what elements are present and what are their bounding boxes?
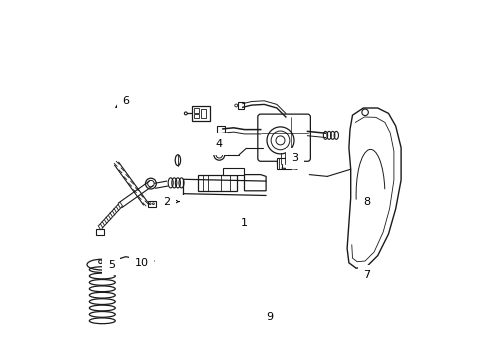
Bar: [276, 153, 294, 164]
Bar: [201, 109, 205, 118]
Text: 7: 7: [363, 270, 370, 280]
Text: 2: 2: [163, 197, 179, 207]
Text: 4: 4: [215, 139, 223, 149]
Text: 8: 8: [363, 197, 370, 207]
Bar: [276, 158, 291, 169]
Text: 1: 1: [241, 218, 247, 228]
FancyBboxPatch shape: [257, 114, 310, 161]
Bar: [194, 114, 199, 118]
Bar: [238, 102, 244, 109]
Text: 5: 5: [107, 260, 115, 270]
Bar: [148, 201, 156, 207]
Bar: [192, 106, 209, 121]
Text: 10: 10: [135, 258, 154, 268]
Bar: [194, 108, 199, 113]
Text: 6: 6: [116, 96, 129, 107]
Bar: [96, 229, 104, 235]
Text: 3: 3: [290, 153, 298, 163]
Bar: [197, 175, 237, 191]
Text: 9: 9: [265, 311, 273, 322]
Bar: [217, 126, 224, 133]
Bar: [223, 168, 244, 175]
